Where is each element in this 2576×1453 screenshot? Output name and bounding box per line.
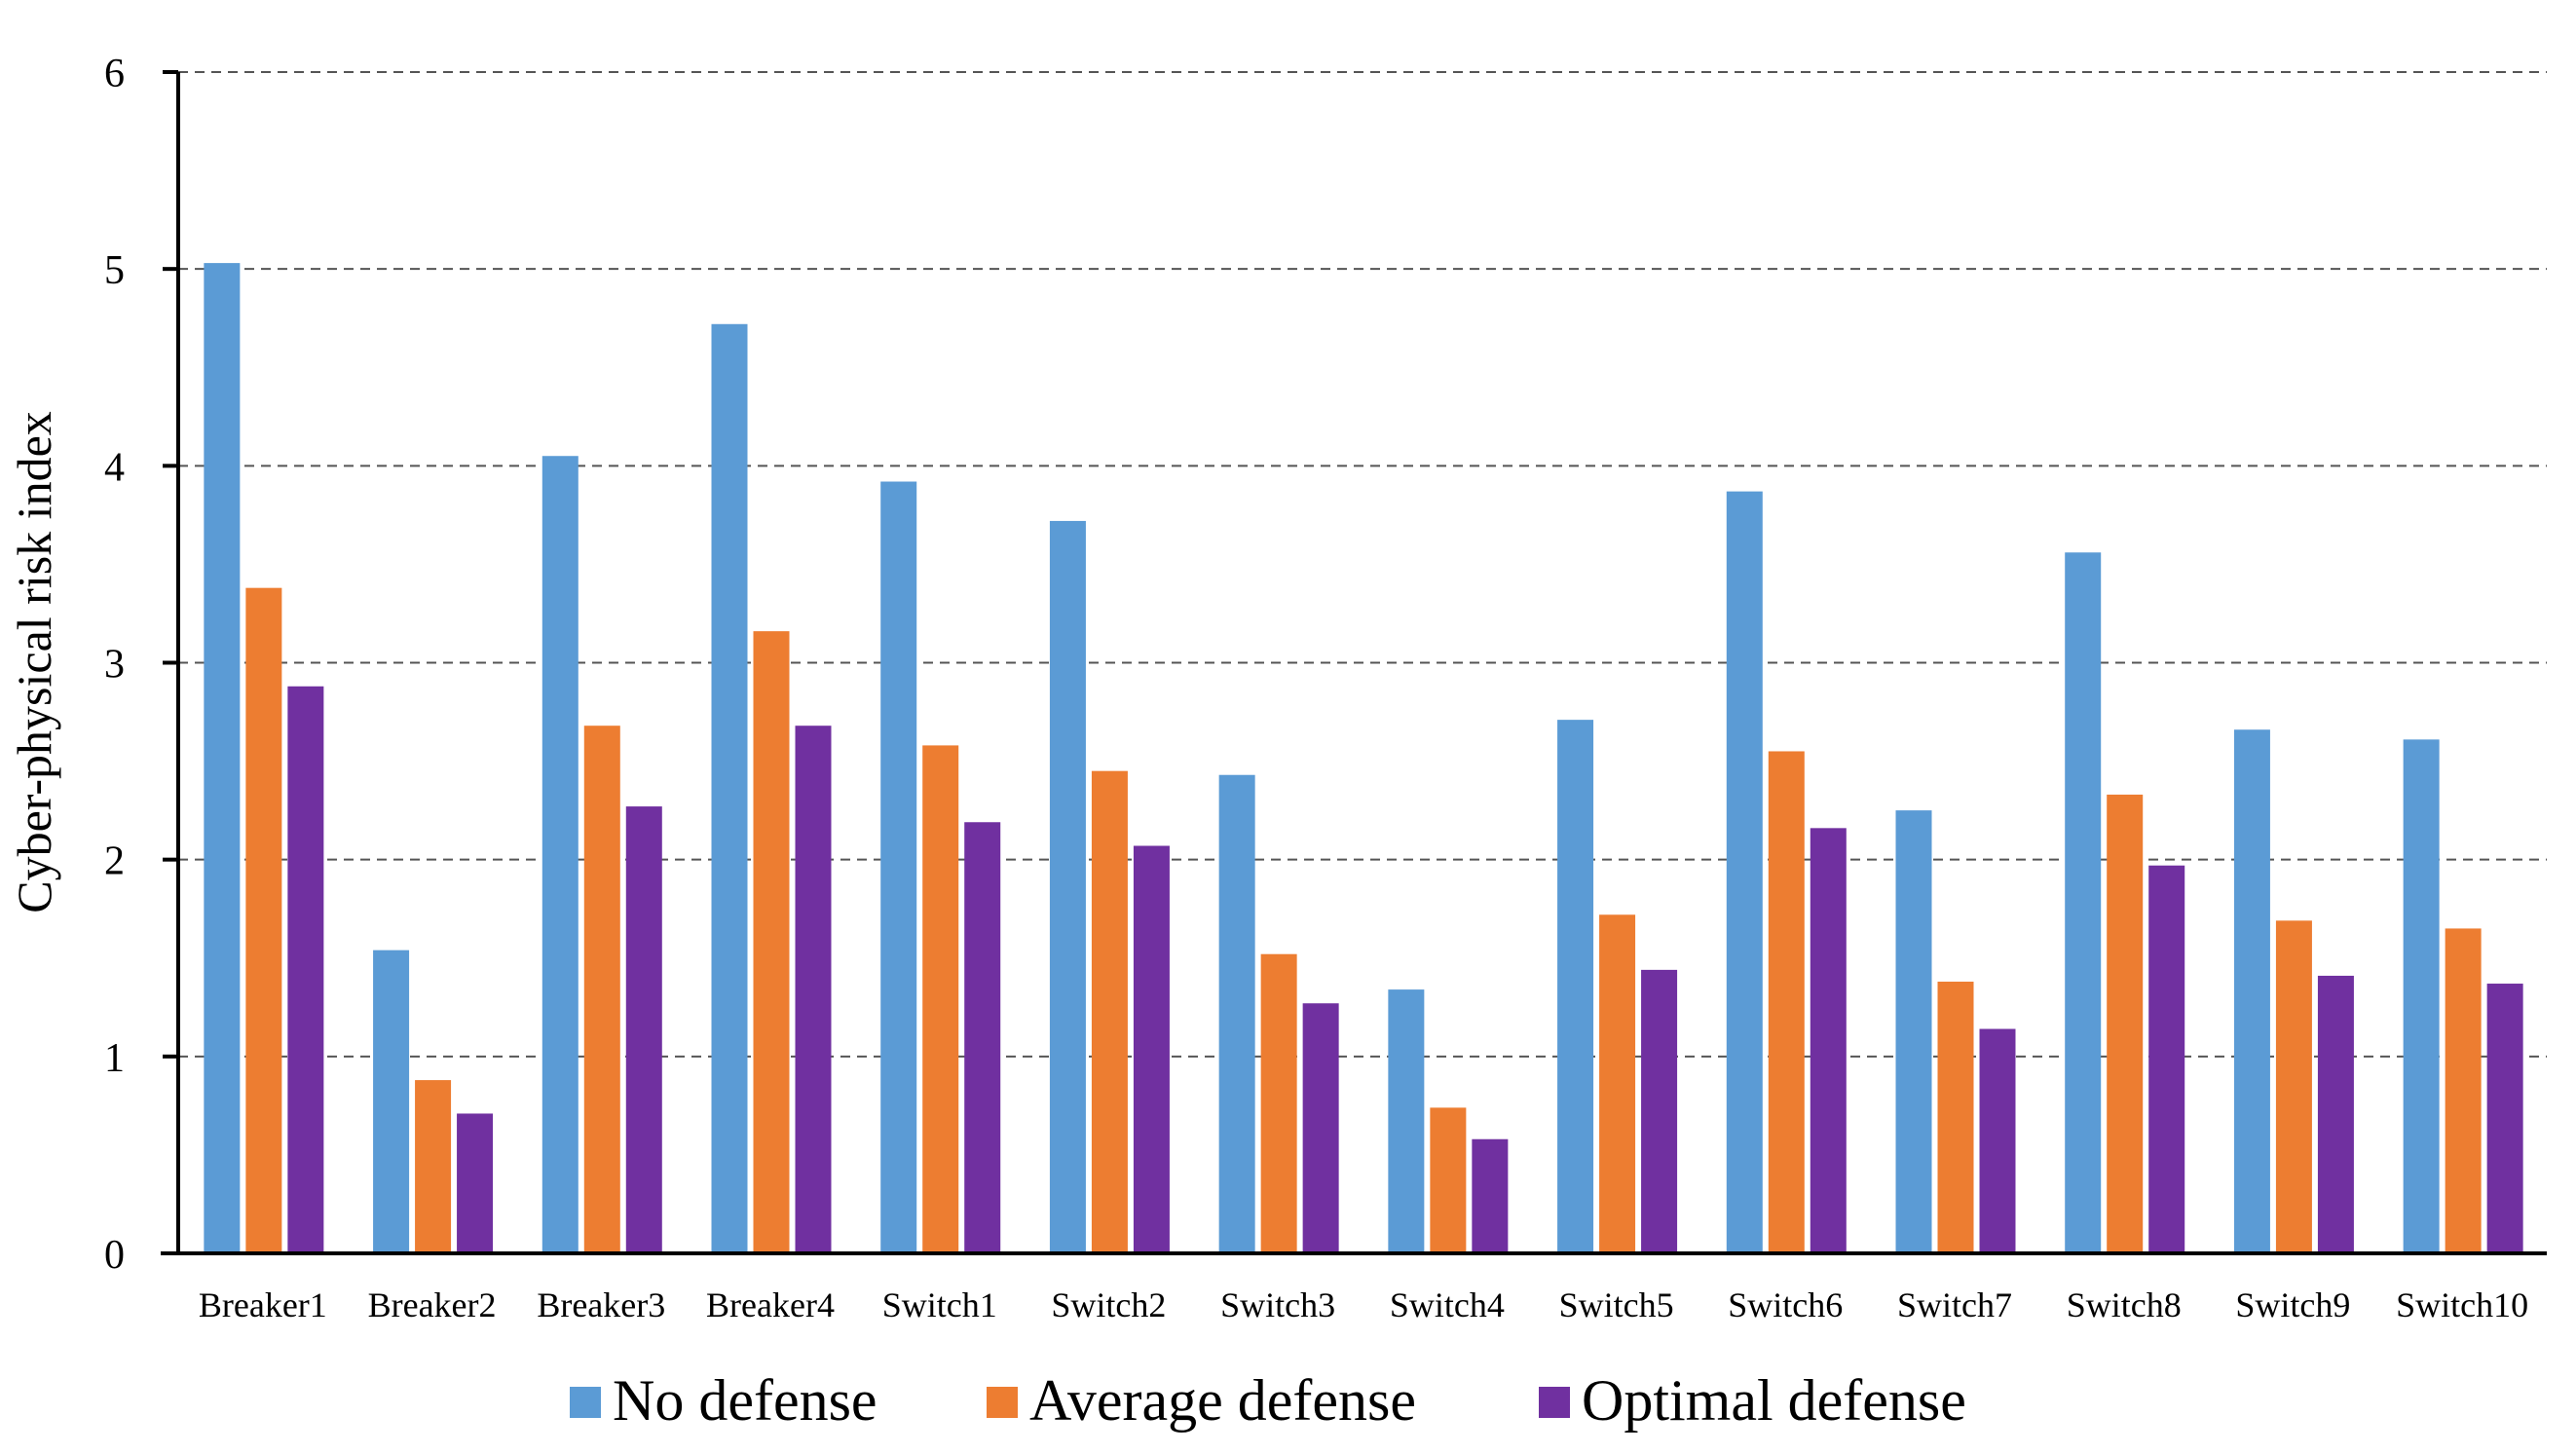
legend-swatch-no-defense (570, 1387, 601, 1418)
bar-no-defense-breaker3 (541, 456, 579, 1254)
y-tick-label: 6 (104, 52, 125, 96)
bar-no-defense-switch6 (1726, 491, 1763, 1253)
bar-optimal-defense-switch8 (2148, 865, 2185, 1253)
x-category-label: Switch10 (2396, 1285, 2528, 1324)
bar-average-defense-breaker3 (583, 726, 620, 1253)
bar-no-defense-switch3 (1218, 774, 1255, 1253)
x-category-label: Switch5 (1559, 1285, 1674, 1324)
y-tick-labels: 0 1 2 3 4 5 6 (104, 52, 178, 1278)
x-category-label: Switch1 (882, 1285, 997, 1324)
x-category-label: Breaker1 (199, 1285, 327, 1324)
bar-average-defense-breaker2 (415, 1080, 452, 1253)
y-tick-label: 5 (104, 248, 125, 293)
bar-average-defense-switch7 (1937, 982, 1974, 1253)
bar-optimal-defense-switch7 (1979, 1028, 2016, 1253)
bar-average-defense-switch9 (2275, 920, 2312, 1253)
bar-no-defense-switch10 (2403, 739, 2440, 1253)
bar-average-defense-breaker1 (245, 587, 282, 1253)
bar-no-defense-switch4 (1388, 989, 1425, 1253)
bar-no-defense-breaker2 (373, 950, 410, 1253)
x-category-label: Switch6 (1728, 1285, 1843, 1324)
gridlines (178, 71, 2547, 1058)
bar-optimal-defense-switch1 (964, 822, 1001, 1253)
x-category-labels: Breaker1 Breaker2 Breaker3 Breaker4 Switch1 S… (199, 1285, 2528, 1324)
legend-label: Average defense (1029, 1368, 1416, 1433)
bar-optimal-defense-breaker4 (795, 726, 832, 1253)
bar-optimal-defense-switch9 (2317, 975, 2354, 1253)
x-category-label: Breaker3 (537, 1285, 665, 1324)
x-category-label: Switch7 (1897, 1285, 2012, 1324)
bar-no-defense-switch9 (2233, 729, 2270, 1253)
bars (204, 263, 2523, 1254)
y-tick-label: 3 (104, 643, 125, 688)
legend-label: Optimal defense (1582, 1368, 1966, 1433)
bar-no-defense-breaker1 (204, 263, 241, 1253)
y-tick-label: 1 (104, 1036, 125, 1081)
bar-no-defense-switch7 (1895, 810, 1932, 1253)
bar-optimal-defense-breaker2 (457, 1113, 494, 1253)
y-tick-label: 4 (104, 445, 125, 490)
x-category-label: Switch8 (2067, 1285, 2182, 1324)
bar-average-defense-switch4 (1430, 1107, 1467, 1253)
bar-average-defense-breaker4 (753, 631, 790, 1253)
bar-optimal-defense-switch3 (1302, 1003, 1339, 1253)
x-category-label: Switch9 (2235, 1285, 2350, 1324)
legend: No defense Average defense Optimal defense (570, 1368, 1966, 1433)
legend-swatch-average-defense (987, 1387, 1018, 1418)
legend-label: No defense (613, 1368, 877, 1433)
bar-average-defense-switch6 (1768, 751, 1805, 1253)
y-tick-label: 0 (104, 1233, 125, 1278)
bar-optimal-defense-switch2 (1133, 845, 1170, 1253)
bar-no-defense-switch1 (880, 481, 917, 1253)
x-category-label: Breaker2 (368, 1285, 497, 1324)
bar-average-defense-switch5 (1599, 914, 1636, 1253)
legend-swatch-optimal-defense (1539, 1387, 1570, 1418)
bar-optimal-defense-switch6 (1810, 828, 1847, 1253)
bar-average-defense-switch3 (1260, 953, 1297, 1253)
bar-average-defense-switch2 (1091, 770, 1128, 1253)
bar-no-defense-switch8 (2065, 552, 2102, 1253)
bar-average-defense-switch8 (2107, 794, 2144, 1253)
bar-optimal-defense-switch4 (1472, 1138, 1509, 1253)
bar-no-defense-breaker4 (711, 323, 748, 1254)
y-axis-title: Cyber-physical risk index (7, 411, 61, 913)
y-tick-label: 2 (104, 839, 125, 884)
bar-no-defense-switch5 (1557, 720, 1594, 1253)
x-category-label: Switch3 (1220, 1285, 1335, 1324)
x-category-label: Switch2 (1051, 1285, 1166, 1324)
bar-average-defense-switch1 (922, 745, 959, 1253)
bar-optimal-defense-breaker1 (287, 686, 324, 1253)
bar-optimal-defense-breaker3 (625, 806, 662, 1253)
x-category-label: Breaker4 (706, 1285, 835, 1324)
bar-optimal-defense-switch5 (1641, 969, 1678, 1253)
x-category-label: Switch4 (1390, 1285, 1505, 1324)
bar-no-defense-switch2 (1049, 520, 1086, 1253)
bar-average-defense-switch10 (2445, 928, 2482, 1253)
bar-optimal-defense-switch10 (2486, 984, 2523, 1253)
